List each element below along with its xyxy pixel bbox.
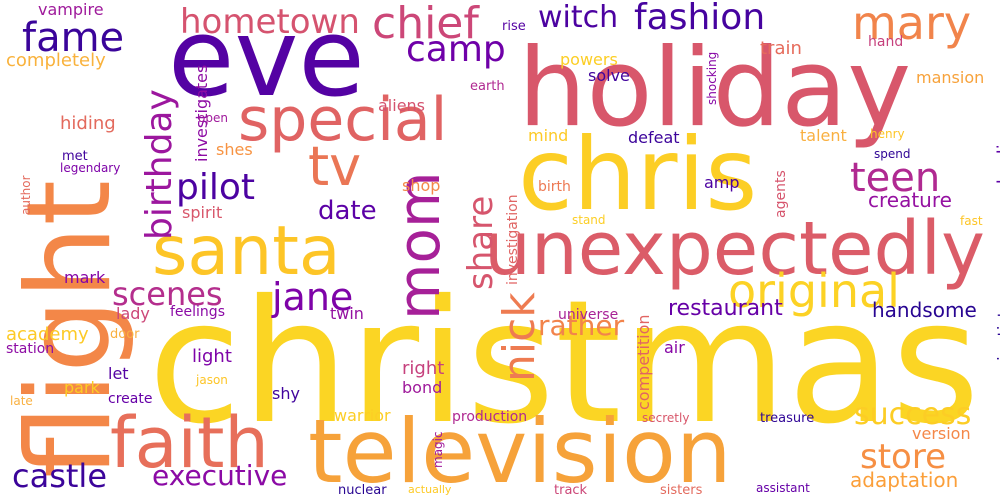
word-rather: rather xyxy=(538,309,625,342)
word-stand: stand xyxy=(572,213,606,227)
word-scientists: scientists xyxy=(994,302,1000,378)
word-chief: chief xyxy=(372,0,479,49)
word-television: television xyxy=(308,400,732,500)
word-track: track xyxy=(554,483,588,498)
word-author: author xyxy=(19,175,33,215)
word-create: create xyxy=(108,391,153,407)
word-defeat: defeat xyxy=(628,128,680,147)
word-air: air xyxy=(664,338,685,357)
word-late: late xyxy=(10,394,33,408)
word-hiding: hiding xyxy=(60,113,116,134)
word-original: original xyxy=(728,264,900,318)
word-vampire: vampire xyxy=(38,0,104,19)
word-spend: spend xyxy=(874,147,911,161)
word-camp: camp xyxy=(406,29,506,70)
word-actually: actually xyxy=(408,483,452,496)
word-light: light xyxy=(192,346,232,367)
word-mind: mind xyxy=(528,126,569,145)
word-chris: chris xyxy=(518,116,758,233)
word-agents: agents xyxy=(773,170,789,218)
word-christmas: christmas xyxy=(148,264,980,462)
word-train: train xyxy=(760,38,802,59)
word-investigation: investigation xyxy=(505,194,521,285)
word-station: station xyxy=(6,341,55,357)
word-executive: executive xyxy=(152,459,288,492)
word-legendary: legendary xyxy=(60,161,121,175)
word-charlie: charlie xyxy=(994,133,1000,194)
word-holiday: holiday xyxy=(518,26,912,151)
word-powers: powers xyxy=(560,50,618,69)
word-competition: competition xyxy=(634,314,653,410)
word-store: store xyxy=(860,437,946,477)
word-warrior: warrior xyxy=(334,406,391,425)
word-henry: henry xyxy=(870,127,905,141)
word-nuclear: nuclear xyxy=(338,483,387,498)
word-eve: eve xyxy=(168,0,365,121)
word-magic: magic xyxy=(431,431,445,468)
word-pilot: pilot xyxy=(176,167,255,208)
word-fame: fame xyxy=(22,15,125,61)
word-castle: castle xyxy=(12,457,107,495)
word-secretly: secretly xyxy=(642,411,690,425)
word-fashion: fashion xyxy=(634,0,766,38)
word-jane: jane xyxy=(272,275,354,319)
word-version: version xyxy=(912,424,971,443)
word-date: date xyxy=(318,196,377,226)
word-park: park xyxy=(64,378,100,397)
word-assistant: assistant xyxy=(756,481,810,495)
word-tv: tv xyxy=(308,135,362,198)
word-amp: amp xyxy=(704,173,740,192)
word-open: open xyxy=(198,111,228,125)
word-hometown: hometown xyxy=(180,2,360,42)
word-unexpectedly: unexpectedly xyxy=(484,206,985,292)
word-scenes: scenes xyxy=(112,275,223,313)
word-birth: birth xyxy=(538,179,571,195)
word-santa: santa xyxy=(152,212,341,291)
word-aliens: aliens xyxy=(378,96,426,115)
word-handsome: handsome xyxy=(872,298,977,322)
word-nick: nick xyxy=(494,292,545,382)
word-adaptation: adaptation xyxy=(850,468,959,492)
word-restaurant: restaurant xyxy=(668,296,783,321)
word-special: special xyxy=(238,85,448,155)
word-earth: earth xyxy=(470,79,505,94)
word-share: share xyxy=(461,195,501,290)
word-lady: lady xyxy=(116,304,150,323)
word-fast: fast xyxy=(960,214,983,228)
word-sisters: sisters xyxy=(660,483,703,498)
word-solve: solve xyxy=(588,66,630,85)
word-success: success xyxy=(854,397,972,432)
word-spirit: spirit xyxy=(182,203,223,222)
word-creature: creature xyxy=(868,188,952,212)
word-academy: academy xyxy=(6,324,89,345)
word-door: door xyxy=(110,327,140,342)
word-shocking: shocking xyxy=(705,51,719,105)
word-twin: twin xyxy=(330,304,364,323)
word-witch: witch xyxy=(538,0,619,35)
word-completely: completely xyxy=(6,50,106,71)
word-universe: universe xyxy=(558,307,619,323)
word-jason: jason xyxy=(196,373,228,387)
word-mansion: mansion xyxy=(916,68,985,87)
word-production: production xyxy=(452,409,528,425)
word-feelings: feelings xyxy=(170,304,225,320)
word-talent: talent xyxy=(800,126,847,145)
word-let: let xyxy=(108,364,129,383)
word-rise: rise xyxy=(502,19,526,34)
word-shy: shy xyxy=(272,384,300,403)
word-faith: faith xyxy=(110,402,269,484)
word-right: right xyxy=(402,358,445,379)
word-mary: mary xyxy=(852,0,972,50)
word-bond: bond xyxy=(402,378,443,397)
word-treasure: treasure xyxy=(760,411,815,426)
word-mark: mark xyxy=(64,268,106,287)
word-hand: hand xyxy=(868,34,904,50)
word-shop: shop xyxy=(402,176,441,195)
word-birthday: birthday xyxy=(139,89,180,240)
word-teen: teen xyxy=(850,155,941,201)
word-shes: shes xyxy=(216,140,253,159)
word-met: met xyxy=(62,149,88,164)
